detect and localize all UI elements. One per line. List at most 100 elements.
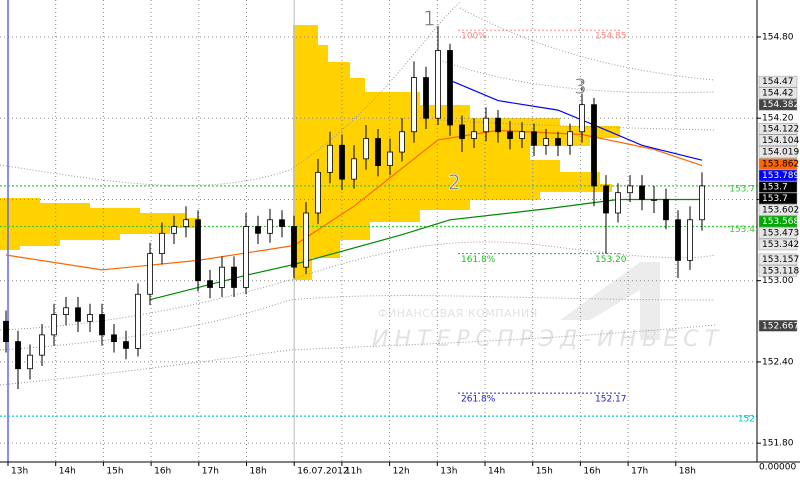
price-tag (758, 227, 798, 239)
candle-body (567, 131, 573, 146)
volume-profile (293, 25, 620, 280)
y-tick-label: 151.80 (762, 439, 794, 449)
band-line (439, 59, 716, 94)
fib-price: 154.85 (595, 32, 627, 42)
x-tick-label: 15h (536, 467, 553, 477)
candle-body (483, 117, 489, 133)
annotation: 2 (448, 171, 461, 195)
candle-body (327, 144, 333, 173)
x-tick-label: 16h (583, 467, 600, 477)
candle-body (531, 131, 537, 146)
candle-body (159, 232, 165, 255)
candle-body (99, 314, 105, 336)
candle-body (663, 199, 669, 221)
price-tag (758, 98, 798, 111)
candle-body (375, 138, 381, 166)
candle-body (303, 212, 309, 268)
x-tick-label: 14h (59, 467, 76, 477)
price-tag-label: 154.122 (762, 124, 799, 134)
candle-body (351, 158, 357, 180)
candle-body (255, 226, 261, 234)
price-tag-label: 153.473 (762, 228, 799, 238)
candle-body (39, 334, 45, 356)
x-tick-label: 11h (345, 467, 362, 477)
price-tag (758, 238, 798, 251)
fib-price: 152.17 (595, 395, 627, 405)
candle-body (51, 314, 57, 336)
candle-body (387, 151, 393, 166)
candle-body (135, 293, 141, 349)
x-tick-label: 17h (631, 467, 648, 477)
y-tick-label: 0.00000 (759, 463, 796, 473)
band-line (439, 119, 716, 131)
candle-body (435, 50, 441, 119)
candle-body (519, 131, 525, 139)
price-tag-label: 153.7 (762, 194, 788, 204)
fib-ratio: 261.8% (461, 395, 496, 405)
band-line (0, 241, 716, 331)
candle-body (315, 171, 321, 214)
watermark: ФИНАНСОВАЯ КОМПАНИЯ ИНТЕРСПРЭД-ИНВЕСТ (372, 262, 724, 352)
volume-profile (0, 198, 200, 250)
price-tag-label: 153.602 (762, 205, 799, 215)
price-tag (758, 146, 798, 158)
candle-body (651, 199, 657, 201)
candle-body (495, 117, 501, 133)
candle-body (291, 226, 297, 268)
candle-body (15, 341, 21, 370)
y-tick-label: 154.80 (762, 32, 794, 42)
logo (560, 262, 660, 340)
x-tick-label: 18h (250, 467, 267, 477)
price-tag (758, 253, 798, 266)
candle-body (87, 314, 93, 322)
candle-body (507, 131, 513, 139)
candle-body (603, 185, 609, 214)
x-tick-label: 13h (11, 467, 28, 477)
candle-body (111, 334, 117, 343)
price-tag (758, 192, 798, 205)
candle-body (219, 266, 225, 288)
candle-body (27, 354, 33, 370)
candle-body (423, 77, 429, 119)
candle-body (627, 185, 633, 194)
price-tag (758, 320, 798, 332)
x-tick-label: 16.07.2012 (297, 467, 349, 477)
price-tag (758, 204, 798, 216)
price-tag-label: 153.157 (762, 255, 799, 265)
price-tag (758, 215, 798, 228)
y-tick-label: 152.40 (762, 357, 794, 367)
watermark-line: ИНТЕРСПРЭД-ИНВЕСТ (372, 327, 724, 352)
watermark-line: ФИНАНСОВАЯ КОМПАНИЯ (378, 307, 538, 320)
fib-price: 153.20 (595, 255, 627, 265)
x-tick-label: 16h (154, 467, 171, 477)
candle-body (147, 253, 153, 295)
price-tag-label: 153.789 (762, 171, 799, 181)
band-line (0, 295, 716, 351)
x-tick-label: 15h (106, 467, 123, 477)
price-tag-label: 154.42 (762, 89, 794, 99)
level-label: 153.4 (729, 225, 755, 235)
candle-body (579, 104, 585, 133)
candle-body (267, 219, 273, 234)
level-label: 153.7 (729, 184, 755, 194)
candle-body (231, 266, 237, 288)
candle-body (183, 219, 189, 227)
x-tick-label: 18h (679, 467, 696, 477)
candle-body (399, 131, 405, 153)
price-tag-label: 153.118 (762, 266, 799, 276)
x-tick-label: 12h (393, 467, 410, 477)
candle-body (363, 138, 369, 160)
price-tag-label: 153.862 (762, 159, 799, 169)
price-tag-label: 154.019 (762, 147, 799, 157)
candle-body (75, 307, 81, 322)
x-tick-label: 13h (440, 467, 457, 477)
candle-body (459, 124, 465, 139)
price-tag-label: 154.104 (762, 136, 799, 146)
candle-body (171, 226, 177, 234)
y-tick-label: 154.20 (762, 114, 794, 124)
candle-body (687, 219, 693, 261)
price-tag (758, 75, 798, 88)
